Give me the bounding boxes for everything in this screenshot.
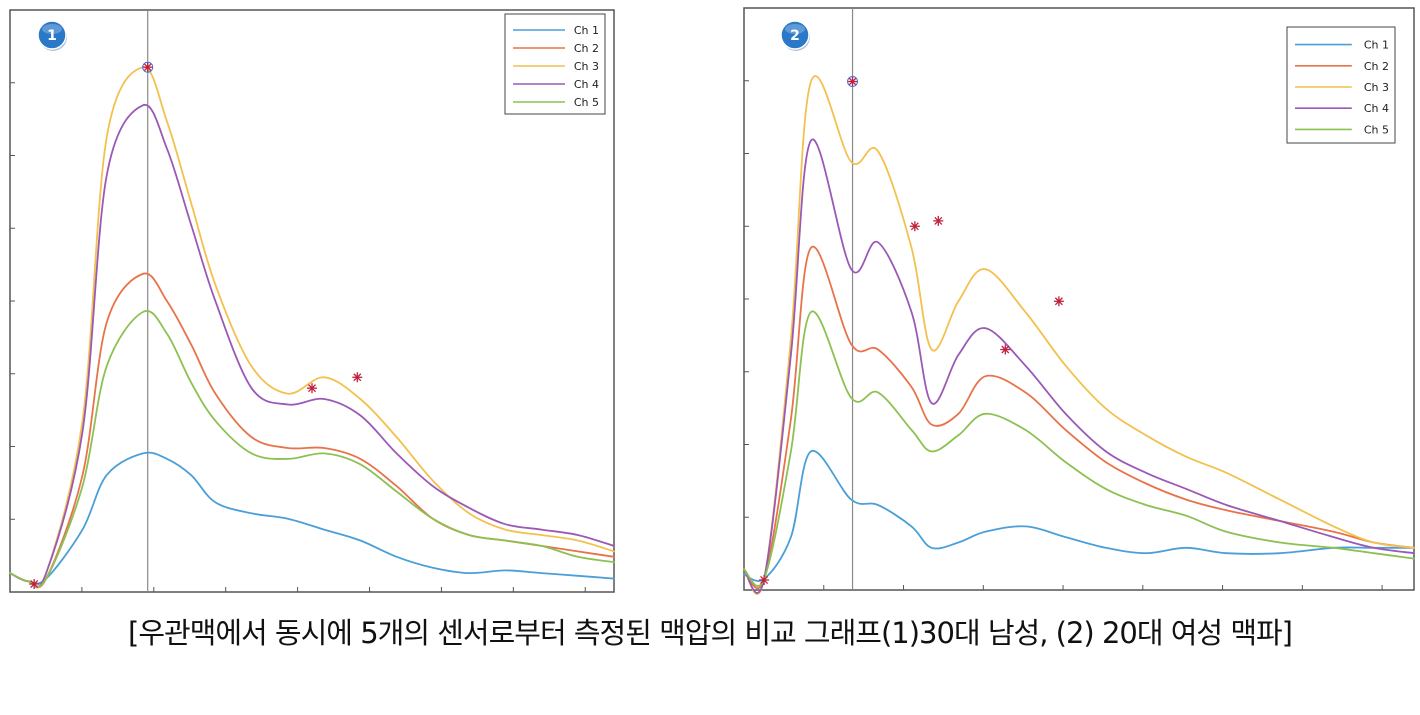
peak-marker — [29, 579, 40, 589]
chart-2: Ch 1 Ch 2 Ch 3 Ch 4 Ch 5 2 — [743, 7, 1415, 595]
legend-box — [1286, 26, 1396, 144]
peak-marker — [909, 221, 920, 232]
series-line-ch2 — [9, 272, 615, 589]
series-line-ch1 — [9, 451, 615, 585]
legend-label-ch5: Ch 5 — [574, 96, 599, 109]
series-line-ch5 — [9, 310, 615, 588]
legend: Ch 1 Ch 2 Ch 3 Ch 4 Ch 5 — [1286, 26, 1396, 144]
legend-label-ch2: Ch 2 — [1364, 60, 1389, 73]
legend: Ch 1 Ch 2 Ch 3 Ch 4 Ch 5 — [504, 13, 606, 115]
peak-marker — [933, 215, 944, 226]
series-line-ch1 — [743, 450, 1415, 582]
chart-number-badge: 1 — [37, 20, 67, 51]
badge-label: 1 — [47, 28, 57, 44]
legend-label-ch1: Ch 1 — [574, 24, 599, 37]
peak-marker — [142, 62, 153, 73]
series-line-ch4 — [9, 104, 615, 588]
peak-marker — [1053, 296, 1064, 307]
legend-label-ch3: Ch 3 — [1364, 81, 1389, 94]
legend-label-ch3: Ch 3 — [574, 60, 599, 73]
peak-marker — [307, 383, 317, 394]
peak-marker — [1000, 344, 1011, 355]
series-line-ch3 — [743, 75, 1415, 595]
peak-circle — [142, 61, 154, 73]
legend-label-ch5: Ch 5 — [1364, 123, 1389, 136]
series-line-ch2 — [743, 245, 1415, 589]
peak-circle — [847, 76, 859, 88]
series-line-ch4 — [743, 138, 1415, 594]
legend-label-ch2: Ch 2 — [574, 42, 599, 55]
chart-number-badge: 2 — [780, 20, 810, 51]
legend-label-ch1: Ch 1 — [1364, 39, 1389, 52]
legend-label-ch4: Ch 4 — [574, 78, 599, 91]
chart-1: Ch 1 Ch 2 Ch 3 Ch 4 Ch 5 1 — [9, 9, 615, 593]
figure-caption: [우관맥에서 동시에 5개의 센서로부터 측정된 맥압의 비교 그래프(1)30… — [128, 616, 1293, 650]
peak-marker — [352, 372, 363, 383]
badge-label: 2 — [790, 28, 800, 44]
legend-label-ch4: Ch 4 — [1364, 102, 1389, 115]
peak-marker — [847, 76, 858, 87]
peak-marker — [759, 575, 770, 585]
series-line-ch5 — [743, 310, 1415, 587]
series-line-ch3 — [9, 66, 615, 589]
